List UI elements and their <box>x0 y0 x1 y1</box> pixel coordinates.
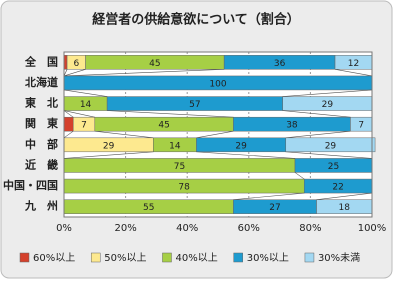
connector-line <box>63 151 154 159</box>
y-tick-label: 九 州 <box>24 199 58 213</box>
data-label: 12 <box>348 59 359 69</box>
y-tick-label: 全 国 <box>24 54 58 68</box>
y-tick-label: 関 東 <box>25 116 59 130</box>
connector-line <box>282 110 351 118</box>
connector-line <box>94 130 154 139</box>
legend-swatch <box>90 252 101 263</box>
data-label: 7 <box>81 121 87 131</box>
chart-title: 経営者の供給意欲について（割合） <box>92 12 300 28</box>
data-label: 14 <box>80 100 92 110</box>
x-tick-label: 0% <box>56 223 72 234</box>
connector-line <box>63 110 74 118</box>
legend-label: 50%以上 <box>104 252 146 264</box>
data-label: 22 <box>332 183 343 193</box>
data-label: 29 <box>103 141 115 151</box>
data-label: 25 <box>328 162 339 172</box>
connector-line <box>63 130 74 139</box>
bar-segment <box>63 116 74 132</box>
x-tick-label: 100% <box>358 223 387 234</box>
data-label: 100 <box>209 79 226 89</box>
data-label: 29 <box>235 141 247 151</box>
connector-line <box>63 69 86 77</box>
data-label: 57 <box>189 100 200 110</box>
y-tick-label: 北海道 <box>25 75 58 89</box>
data-label: 18 <box>339 203 351 213</box>
connector-line <box>63 69 225 77</box>
x-tick-label: 60% <box>238 223 260 234</box>
data-label: 55 <box>143 203 154 213</box>
legend-swatch <box>304 252 315 263</box>
connector-line <box>316 192 373 200</box>
x-tick-label: 20% <box>114 223 136 234</box>
data-label: 45 <box>158 121 169 131</box>
connector-line <box>63 89 108 97</box>
y-tick-label: 東 北 <box>25 96 58 110</box>
y-tick-label: 中 部 <box>25 137 58 151</box>
data-label: 6 <box>73 59 79 69</box>
connector-line <box>334 69 373 77</box>
connector-line <box>107 110 234 118</box>
connector-line <box>285 151 373 159</box>
x-tick-label: 80% <box>299 223 321 234</box>
data-label: 7 <box>358 121 364 131</box>
data-label: 14 <box>169 141 181 151</box>
data-label: 29 <box>325 141 337 151</box>
data-label: 75 <box>174 162 185 172</box>
data-label: 29 <box>322 100 334 110</box>
connector-line <box>196 151 296 159</box>
x-tick-label: 40% <box>176 223 198 234</box>
y-tick-label: 中国・四国 <box>3 178 58 192</box>
data-label: 38 <box>286 121 298 131</box>
data-label: 36 <box>274 59 286 69</box>
data-label: 45 <box>149 59 160 69</box>
legend-swatch <box>233 252 243 263</box>
legend-label: 30%以上 <box>247 252 289 264</box>
legend-label: 60%以上 <box>33 252 75 264</box>
connector-line <box>233 192 305 200</box>
connector-line <box>294 172 305 180</box>
connector-line <box>285 130 351 139</box>
y-tick-label: 近 畿 <box>25 157 58 171</box>
connector-line <box>282 89 373 97</box>
legend-label: 30%未満 <box>318 252 360 264</box>
data-label: 78 <box>178 183 190 193</box>
connector-line <box>196 130 234 139</box>
legend-swatch <box>19 252 30 263</box>
connector-line <box>63 69 68 77</box>
data-label: 27 <box>269 203 280 213</box>
plot-border <box>63 51 373 218</box>
bar-segment <box>285 137 376 153</box>
legend-label: 40%以上 <box>175 252 217 264</box>
legend-swatch <box>162 252 172 263</box>
connector-line <box>63 110 95 118</box>
